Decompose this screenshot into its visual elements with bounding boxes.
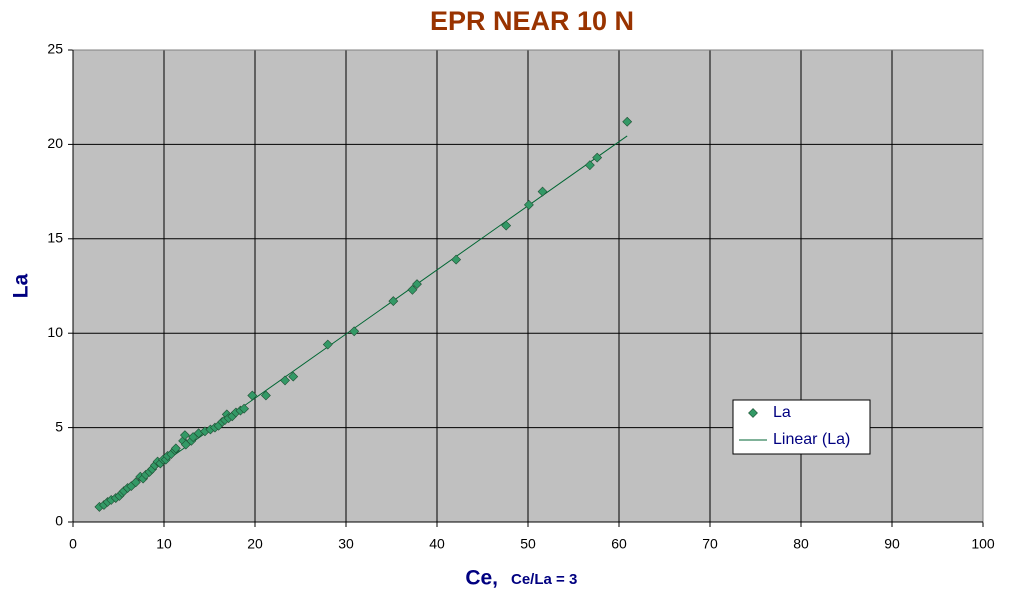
chart-title: EPR NEAR 10 N [430,6,634,36]
x-tick-label: 40 [429,536,445,552]
data-point [349,326,360,337]
y-tick-label: 0 [55,513,63,529]
x-tick-label: 0 [69,536,77,552]
data-point [322,339,333,350]
x-tick-label: 30 [338,536,354,552]
legend-marker [748,408,758,418]
data-point [523,199,534,210]
data-point [288,371,299,382]
y-tick-label: 20 [47,135,63,151]
x-tick-label: 60 [611,536,627,552]
y-tick-label: 15 [47,230,63,246]
data-point [260,390,271,401]
x-axis-title: Ce, [465,567,498,590]
data-point [407,284,418,295]
data-point [247,390,258,401]
y-tick-label: 5 [55,418,63,434]
x-tick-label: 70 [702,536,718,552]
legend-box [732,399,871,455]
data-point [170,443,181,454]
data-point [584,160,595,171]
data-point [388,296,399,307]
data-point [501,220,512,231]
y-tick-label: 10 [47,324,63,340]
data-point [239,403,250,414]
data-point [412,279,422,290]
x-axis-note: Ce/La = 3 [511,571,577,588]
data-point [592,152,603,163]
y-axis-title: La [10,273,33,298]
x-tick-label: 50 [520,536,536,552]
y-tick-label: 25 [47,41,63,57]
x-tick-label: 100 [971,536,995,552]
legend-label: La [773,404,791,421]
x-tick-label: 10 [156,536,172,552]
data-point [537,186,548,197]
data-point [451,254,462,265]
x-tick-label: 80 [793,536,809,552]
x-tick-label: 20 [247,536,263,552]
data-point [622,116,633,127]
data-point [180,430,190,441]
data-point [280,375,290,386]
x-tick-label: 90 [884,536,900,552]
data-point [130,477,141,488]
legend-label: Linear (La) [773,431,850,448]
